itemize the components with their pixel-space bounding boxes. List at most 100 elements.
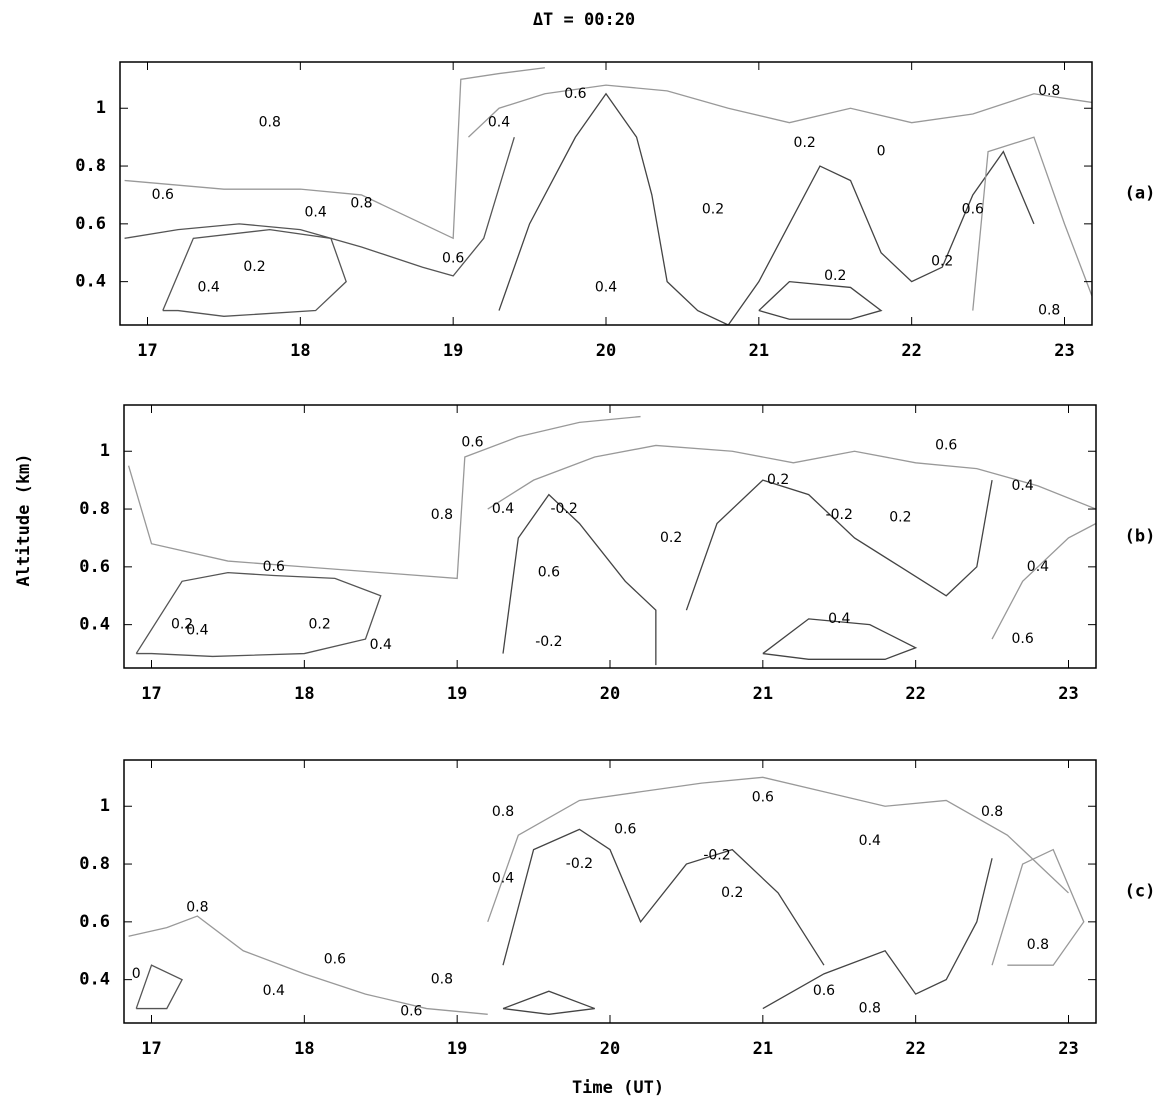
contour-line — [685, 479, 993, 611]
figure-title: ΔT = 00:20 — [533, 10, 635, 30]
panel-label: (a) — [1125, 184, 1156, 204]
contour-label: 0.2 — [243, 259, 265, 275]
contour-label: 0.6 — [564, 86, 586, 102]
contour-label: 0.4 — [488, 115, 510, 131]
y-axis-label: Altitude (km) — [14, 453, 34, 586]
contour-label: 0.6 — [400, 1003, 422, 1019]
y-tick-label: 0.6 — [79, 557, 110, 577]
contour-label: 0.6 — [442, 251, 464, 267]
y-tick-label: 0.4 — [79, 970, 110, 990]
contour-label: 0.6 — [1012, 631, 1034, 647]
contour-line — [991, 522, 1096, 640]
x-tick-label: 23 — [1058, 684, 1078, 704]
contour-label: 0.4 — [1012, 478, 1034, 494]
x-tick-label: 19 — [447, 1039, 467, 1059]
contour-label: 0.6 — [752, 790, 774, 806]
contour-label: 0.2 — [889, 510, 911, 526]
x-tick-label: 18 — [290, 341, 310, 361]
y-tick-label: 1 — [100, 796, 110, 816]
contour-label: 0.2 — [931, 253, 953, 269]
contour-label: 0.8 — [431, 972, 453, 988]
contour-label: 0.4 — [492, 501, 514, 517]
y-tick-label: 0.6 — [75, 214, 106, 234]
contour-label: 0.2 — [308, 617, 330, 633]
contour-label: 0.4 — [492, 870, 514, 886]
contour-label: 0.2 — [794, 135, 816, 151]
contour-label: 0.6 — [962, 201, 984, 217]
contour-line — [762, 858, 993, 1010]
contour-line — [135, 571, 382, 658]
x-tick-label: 18 — [294, 684, 314, 704]
contour-line — [127, 415, 641, 580]
contour-label: 0.2 — [767, 472, 789, 488]
contour-label: 0.8 — [1038, 303, 1060, 319]
contour-label: -0.2 — [550, 501, 577, 517]
contour-label: 0.6 — [935, 437, 957, 453]
contour-label: 0.4 — [859, 833, 881, 849]
contour-label: 0.8 — [1038, 83, 1060, 99]
contour-label: 0.8 — [186, 899, 208, 915]
contour-label: 0.6 — [324, 951, 346, 967]
contour-label: 0.8 — [492, 804, 514, 820]
y-tick-label: 0.6 — [79, 912, 110, 932]
contour-line — [135, 964, 183, 1010]
x-tick-label: 22 — [905, 1039, 925, 1059]
contour-label: 0.2 — [824, 268, 846, 284]
contour-line — [502, 990, 595, 1015]
contour-label: -0.2 — [566, 856, 593, 872]
contour-label: 0.6 — [614, 821, 636, 837]
contour-label: 0.8 — [981, 804, 1003, 820]
contour-line — [128, 915, 488, 1015]
x-tick-label: 17 — [141, 1039, 161, 1059]
contour-label: -0.2 — [703, 847, 730, 863]
contour-label: 0.2 — [660, 530, 682, 546]
x-tick-label: 23 — [1054, 341, 1074, 361]
contour-label: 0.4 — [304, 204, 326, 220]
y-tick-label: 0.4 — [75, 272, 106, 292]
x-tick-label: 21 — [753, 1039, 773, 1059]
y-tick-label: 0.8 — [79, 499, 110, 519]
contour-label: 0.6 — [538, 565, 560, 581]
y-tick-label: 1 — [96, 98, 106, 118]
contour-label: 0.8 — [259, 115, 281, 131]
x-tick-label: 21 — [753, 684, 773, 704]
contour-line — [502, 828, 825, 966]
contour-line — [487, 776, 1069, 923]
x-tick-label: 22 — [905, 684, 925, 704]
contour-label: 0.6 — [813, 983, 835, 999]
y-tick-label: 1 — [100, 441, 110, 461]
contour-label: -0.2 — [826, 507, 853, 523]
x-tick-label: 18 — [294, 1039, 314, 1059]
y-tick-label: 0.8 — [79, 854, 110, 874]
contour-label: 0 — [132, 966, 141, 982]
contour-label: 0.8 — [859, 1001, 881, 1017]
contour-label: 0.4 — [263, 983, 285, 999]
contour-label: 0.2 — [702, 201, 724, 217]
contour-label: 0.2 — [171, 617, 193, 633]
contour-label: 0.8 — [350, 196, 372, 212]
x-tick-label: 20 — [596, 341, 616, 361]
x-tick-label: 22 — [901, 341, 921, 361]
contour-line — [124, 67, 545, 240]
x-tick-label: 19 — [447, 684, 467, 704]
contour-label: 0.6 — [461, 435, 483, 451]
contour-label: 0.6 — [152, 187, 174, 203]
contour-label: 0.4 — [370, 637, 392, 653]
x-tick-label: 20 — [600, 1039, 620, 1059]
contour-label: -0.2 — [535, 634, 562, 650]
contour-line — [502, 493, 657, 666]
panel-label: (c) — [1125, 882, 1156, 902]
x-tick-label: 21 — [749, 341, 769, 361]
contour-line — [727, 150, 1035, 325]
contour-line — [124, 136, 515, 277]
contour-line — [162, 228, 347, 317]
contour-line — [468, 84, 1092, 138]
x-tick-label: 23 — [1058, 1039, 1078, 1059]
x-tick-label: 19 — [443, 341, 463, 361]
contour-label: 0.2 — [721, 885, 743, 901]
contour-line — [758, 280, 883, 320]
contour-label: 0.8 — [431, 507, 453, 523]
contour-label: 0 — [877, 144, 886, 160]
panel-label: (b) — [1125, 527, 1156, 547]
